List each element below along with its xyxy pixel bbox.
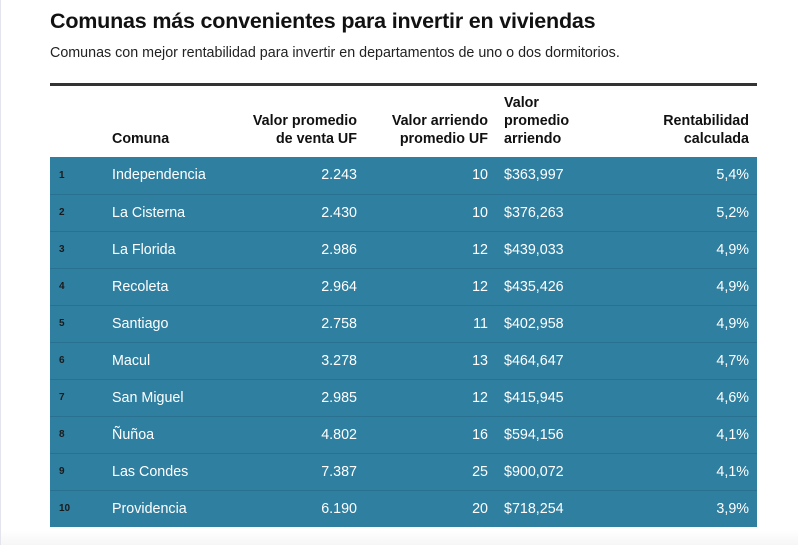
- cell-arriendo-clp: $435,426: [496, 267, 611, 305]
- table-row: 4 Recoleta 2.964 12 $435,426 4,9%: [50, 267, 757, 305]
- cell-arriendo-clp: $363,997: [504, 167, 564, 184]
- cell-rank: 7: [50, 378, 104, 416]
- cell-arriendo-clp: $900,072: [496, 452, 611, 490]
- cell-venta-uf: 6.190: [234, 489, 365, 527]
- cell-rank: 4: [50, 267, 104, 305]
- cell-arriendo-clp: $376,263: [496, 193, 611, 231]
- table-header-row: Comuna Valor promedio de venta UF Valor …: [50, 86, 757, 157]
- cell-comuna: Independencia: [112, 167, 206, 184]
- table-row: 3 La Florida 2.986 12 $439,033 4,9%: [50, 230, 757, 268]
- table-row: 5 Santiago 2.758 11 $402,958 4,9%: [50, 304, 757, 342]
- cell-arriendo-uf: 10: [365, 193, 496, 231]
- cell-arriendo-uf: 11: [365, 304, 496, 342]
- cell-venta-uf: 2.986: [234, 230, 365, 268]
- column-header-arriendo-clp: Valor promedio arriendo: [504, 95, 570, 147]
- cell-comuna: Recoleta: [104, 267, 234, 305]
- cell-rentabilidad: 4,7%: [611, 341, 757, 379]
- header-rule: [50, 83, 757, 86]
- cell-arriendo-uf: 12: [365, 267, 496, 305]
- cell-arriendo-clp: $439,033: [496, 230, 611, 268]
- cell-rank: 6: [50, 341, 104, 379]
- table-row: 6 Macul 3.278 13 $464,647 4,7%: [50, 341, 757, 379]
- cell-comuna: Macul: [104, 341, 234, 379]
- cell-rentabilidad: 4,9%: [611, 230, 757, 268]
- bottom-edge: [1, 530, 798, 545]
- cell-venta-uf: 2.430: [234, 193, 365, 231]
- cell-venta-uf: 2.964: [234, 267, 365, 305]
- cell-rank: 9: [50, 452, 104, 490]
- cell-venta-uf: 2.985: [234, 378, 365, 416]
- cell-rentabilidad: 5,4%: [716, 167, 749, 184]
- cell-rank: 8: [50, 415, 104, 453]
- cell-arriendo-clp: $464,647: [496, 341, 611, 379]
- cell-arriendo-clp: $415,945: [496, 378, 611, 416]
- table-row: 9 Las Condes 7.387 25 $900,072 4,1%: [50, 452, 757, 490]
- cell-arriendo-clp: $402,958: [496, 304, 611, 342]
- column-header-venta-uf: Valor promedio de venta UF: [252, 113, 357, 147]
- cell-venta-uf: 2.243: [321, 167, 357, 184]
- cell-comuna: Providencia: [104, 489, 234, 527]
- column-header-arriendo-uf: Valor arriendo promedio UF: [391, 113, 488, 147]
- cell-rentabilidad: 4,6%: [611, 378, 757, 416]
- cell-comuna: La Cisterna: [104, 193, 234, 231]
- cell-comuna: San Miguel: [104, 378, 234, 416]
- cell-rank: 2: [50, 193, 104, 231]
- cell-rank: 3: [50, 230, 104, 268]
- cell-venta-uf: 2.758: [234, 304, 365, 342]
- cell-rank: 1: [59, 169, 65, 181]
- cell-arriendo-clp: $594,156: [496, 415, 611, 453]
- cell-comuna: Las Condes: [104, 452, 234, 490]
- cell-arriendo-uf: 16: [365, 415, 496, 453]
- table-row: 7 San Miguel 2.985 12 $415,945 4,6%: [50, 378, 757, 416]
- cell-arriendo-clp: $718,254: [496, 489, 611, 527]
- cell-rentabilidad: 5,2%: [611, 193, 757, 231]
- cell-rentabilidad: 4,9%: [611, 267, 757, 305]
- column-header-rentabilidad: Rentabilidad calculada: [663, 113, 749, 147]
- cell-rentabilidad: 4,1%: [611, 452, 757, 490]
- cell-venta-uf: 4.802: [234, 415, 365, 453]
- column-header-comuna: Comuna: [112, 131, 170, 147]
- cell-comuna: La Florida: [104, 230, 234, 268]
- page-title: Comunas más convenientes para invertir e…: [50, 9, 596, 33]
- cell-rentabilidad: 4,1%: [611, 415, 757, 453]
- page-subtitle: Comunas con mejor rentabilidad para inve…: [50, 45, 620, 61]
- cell-venta-uf: 3.278: [234, 341, 365, 379]
- table-row: 8 Ñuñoa 4.802 16 $594,156 4,1%: [50, 415, 757, 453]
- table-row: 10 Providencia 6.190 20 $718,254 3,9%: [50, 489, 757, 527]
- cell-arriendo-uf: 12: [365, 230, 496, 268]
- cell-arriendo-uf: 25: [365, 452, 496, 490]
- cell-arriendo-uf: 13: [365, 341, 496, 379]
- table-row: 1 Independencia 2.243 10 $363,997 5,4%: [50, 157, 757, 194]
- cell-arriendo-uf: 10: [472, 167, 488, 184]
- cell-rank: 10: [50, 489, 104, 527]
- cell-venta-uf: 7.387: [234, 452, 365, 490]
- cell-comuna: Ñuñoa: [104, 415, 234, 453]
- cell-comuna: Santiago: [104, 304, 234, 342]
- table-row: 2 La Cisterna 2.430 10 $376,263 5,2%: [50, 193, 757, 231]
- cell-rentabilidad: 4,9%: [611, 304, 757, 342]
- comunas-table: Comuna Valor promedio de venta UF Valor …: [50, 86, 757, 527]
- cell-arriendo-uf: 20: [365, 489, 496, 527]
- cell-arriendo-uf: 12: [365, 378, 496, 416]
- cell-rank: 5: [50, 304, 104, 342]
- cell-rentabilidad: 3,9%: [611, 489, 757, 527]
- column-header-rank: [50, 86, 104, 157]
